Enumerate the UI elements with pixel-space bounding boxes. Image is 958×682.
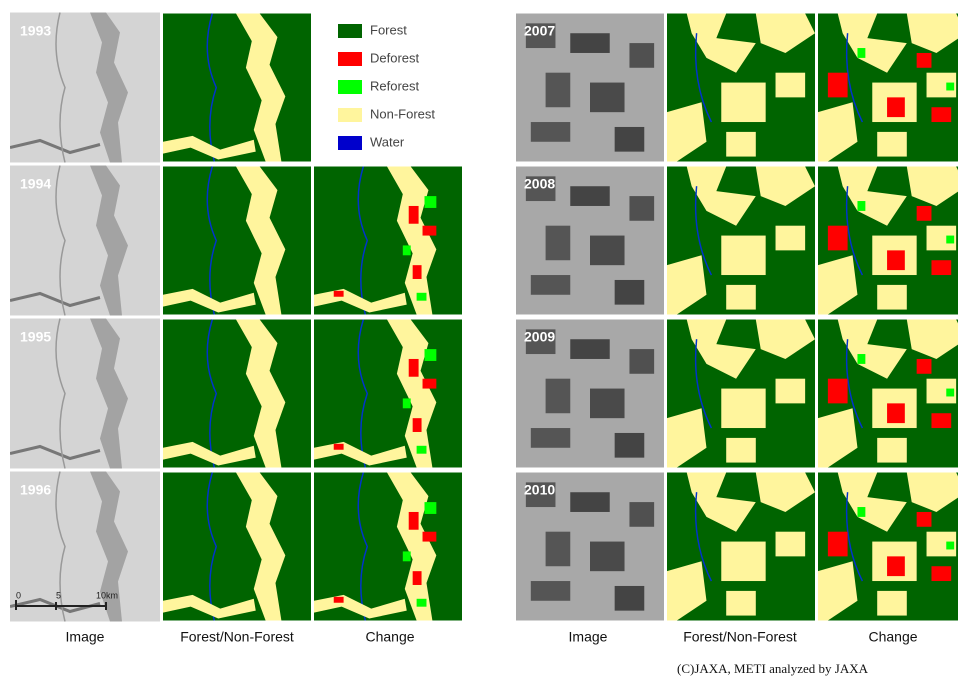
map-panel [818,14,958,162]
legend-swatch [338,108,362,122]
legend-swatch [338,52,362,66]
legend-swatch [338,136,362,150]
year-label: 2008 [524,176,555,192]
scale-label: 5 [56,590,61,600]
year-label: 2009 [524,329,555,345]
year-label: 1993 [20,23,51,39]
map-panel [667,14,815,162]
legend-label: Reforest [370,78,420,93]
year-label: 2010 [524,482,555,498]
map-panel [818,167,958,315]
legend-label: Deforest [370,50,420,65]
column-label: Change [868,629,917,645]
map-panel [314,167,462,315]
map-panel [163,14,311,162]
year-label: 1996 [20,482,51,498]
map-panel [314,320,462,468]
map-panel [667,320,815,468]
column-label: Image [569,629,608,645]
legend-label: Non-Forest [370,106,435,121]
legend-label: Forest [370,22,407,37]
year-label: 2007 [524,23,555,39]
map-panel [667,473,815,621]
column-label: Change [365,629,414,645]
column-label: Image [66,629,105,645]
map-panel [667,167,815,315]
scale-label: 0 [16,590,21,600]
map-panel [163,473,311,621]
legend-swatch [338,24,362,38]
map-panel [818,473,958,621]
scale-label: 10km [96,590,118,600]
map-panel [314,473,462,621]
legend-swatch [338,80,362,94]
map-panel [163,167,311,315]
figure: 1993 1994 1995 1996 Forest Deforest Reforest No… [0,0,958,682]
legend-label: Water [370,134,405,149]
map-panel [818,320,958,468]
column-label: Forest/Non-Forest [180,629,294,645]
year-label: 1995 [20,329,51,345]
credit: (C)JAXA, METI analyzed by JAXA [677,661,869,676]
year-label: 1994 [20,176,51,192]
column-label: Forest/Non-Forest [683,629,797,645]
map-panel [163,320,311,468]
